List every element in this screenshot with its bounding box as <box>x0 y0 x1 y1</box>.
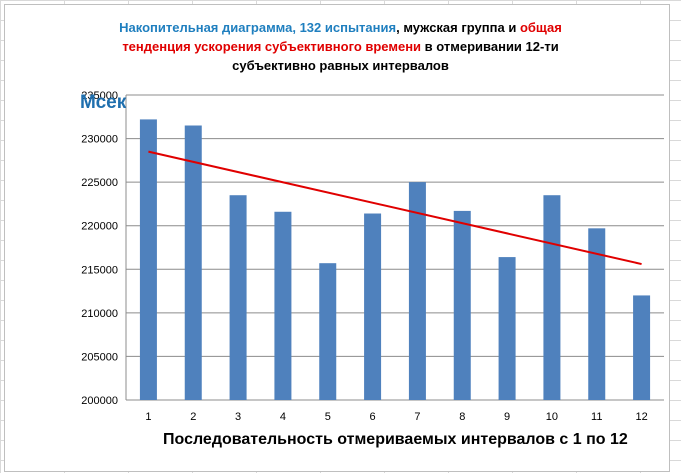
title-line-1: Накопительная диаграмма, 132 испытания, … <box>0 18 681 37</box>
x-tick-label: 12 <box>635 411 647 423</box>
bar[interactable] <box>319 263 337 400</box>
title-line-3: субъективно равных интервалов <box>232 58 449 73</box>
y-tick-label: 230000 <box>81 134 118 146</box>
gridlines <box>125 94 664 401</box>
title-line1-part3: общая <box>519 20 562 35</box>
y-tick-label: 200000 <box>81 395 118 407</box>
x-tick-label: 2 <box>190 411 196 423</box>
x-tick-label: 5 <box>325 411 331 423</box>
x-tick-label: 3 <box>235 411 241 423</box>
x-tick-labels: 1 2 3 4 5 6 7 8 9 10 11 12 <box>145 411 647 423</box>
y-tick-label: 235000 <box>81 90 118 102</box>
x-tick-label: 10 <box>546 411 558 423</box>
title-line2-part2: в отмеривании 12-ти <box>421 39 559 54</box>
chart-title: Накопительная диаграмма, 132 испытания, … <box>0 18 681 75</box>
bar[interactable] <box>408 182 426 400</box>
bar[interactable] <box>364 213 382 400</box>
bar[interactable] <box>498 257 516 400</box>
title-line-2: тенденция ускорения субъективного времен… <box>0 37 681 56</box>
y-tick-label: 210000 <box>81 308 118 320</box>
bar[interactable] <box>229 195 247 400</box>
y-tick-label: 220000 <box>81 221 118 233</box>
x-tick-label: 1 <box>145 411 151 423</box>
y-tick-label: 225000 <box>81 177 118 189</box>
bar[interactable] <box>184 125 202 401</box>
x-tick-label: 9 <box>504 411 510 423</box>
x-tick-label: 7 <box>414 411 420 423</box>
bars <box>139 119 651 401</box>
x-tick-label: 8 <box>459 411 465 423</box>
y-tick-label: 215000 <box>81 264 118 276</box>
x-tick-label: 6 <box>370 411 376 423</box>
y-tick-label: 205000 <box>81 351 118 363</box>
x-tick-label: 4 <box>280 411 286 423</box>
bar[interactable] <box>274 211 292 400</box>
bar[interactable] <box>543 195 561 400</box>
bar[interactable] <box>139 119 157 401</box>
bar[interactable] <box>633 295 651 400</box>
bar[interactable] <box>453 210 471 400</box>
trendline-group <box>148 150 642 266</box>
y-axis-label: Мсек <box>80 92 127 113</box>
x-axis-label: Последовательность отмериваемых интервал… <box>163 431 628 448</box>
x-tick-label: 11 <box>591 411 602 423</box>
title-line2-part1: тенденция ускорения субъективного времен… <box>122 39 422 54</box>
y-tick-labels: 200000 205000 210000 215000 220000 225000 2300… <box>81 90 118 407</box>
trendline <box>148 150 642 266</box>
title-line1-part2: , мужская группа и <box>396 20 520 35</box>
title-line1-part1: Накопительная диаграмма, 132 испытания <box>119 20 397 35</box>
bar[interactable] <box>588 228 606 400</box>
